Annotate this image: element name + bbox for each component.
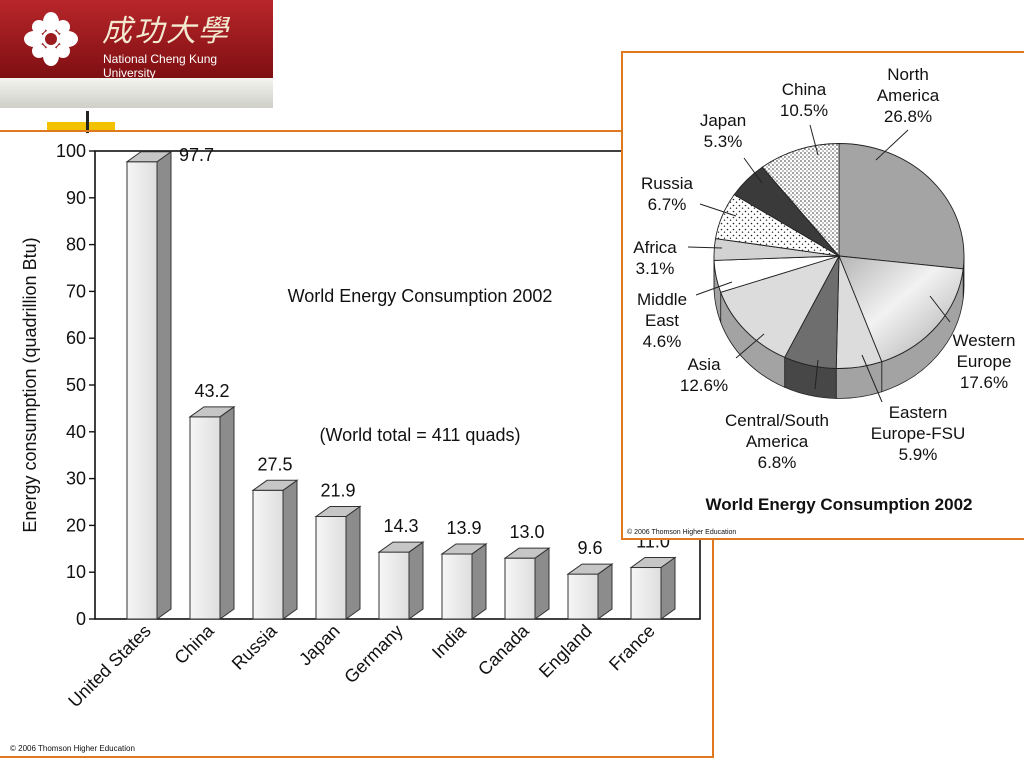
pie-label: Africa 3.1%: [633, 238, 677, 278]
bar-value-label: 27.5: [257, 454, 292, 474]
y-tick-label: 10: [66, 562, 86, 582]
y-tick-label: 100: [56, 141, 86, 161]
bar-value-label: 13.9: [446, 518, 481, 538]
y-tick-label: 90: [66, 188, 86, 208]
bar-top: [503, 547, 551, 559]
bar-top: [566, 563, 614, 575]
pie-leader-line: [809, 124, 819, 156]
university-name-chinese: 成功大學: [102, 14, 230, 49]
y-tick-label: 70: [66, 281, 86, 301]
bar-top: [314, 506, 362, 518]
pie-slice-north-america: [838, 143, 965, 270]
pie-chart-copyright: © 2006 Thomson Higher Education: [627, 529, 737, 536]
pie-leader-line: [743, 157, 763, 184]
pie-slice-china: [761, 143, 840, 258]
bar-chart-copyright: © 2006 Thomson Higher Education: [10, 744, 135, 753]
bar-value-label: 9.6: [577, 538, 602, 558]
bar-top: [377, 541, 425, 553]
y-tick-label: 50: [66, 375, 86, 395]
pie-label: North America 26.8%: [877, 65, 940, 126]
y-tick-label: 60: [66, 328, 86, 348]
university-name-english: National Cheng Kung University: [103, 52, 218, 80]
pie-slice-western-europe: [838, 255, 964, 363]
pie-chart-title: World Energy Consumption 2002: [705, 495, 972, 514]
bar-value-label: 21.9: [320, 481, 355, 501]
bar-chart-title: World Energy Consumption 2002: [288, 286, 553, 306]
pie-leader-line: [695, 281, 733, 296]
pie-slice-asia: [720, 255, 840, 358]
bar-value-label: 13.0: [509, 522, 544, 542]
accent-divider: [86, 111, 89, 133]
university-banner: 成功大學 National Cheng Kung University: [0, 0, 273, 80]
bar-value-label: 97.7: [179, 145, 214, 165]
pie-leader-line: [687, 246, 723, 249]
y-tick-label: 40: [66, 422, 86, 442]
bar-top: [629, 557, 677, 569]
pie-label: Japan 5.3%: [700, 111, 746, 151]
pie-leader-line: [861, 354, 883, 403]
pie-label: China 10.5%: [780, 80, 828, 120]
ncku-emblem-icon: [24, 12, 78, 66]
accent-bar: [47, 122, 115, 132]
bar-top: [188, 406, 236, 418]
bar-chart-subtitle: (World total = 411 quads): [320, 425, 521, 445]
pie-label: Western Europe 17.6%: [953, 331, 1016, 392]
bar-russia: [252, 489, 284, 620]
y-tick-label: 0: [76, 609, 86, 629]
bar-united-states: [126, 161, 158, 620]
bar-top: [251, 479, 299, 491]
pie-label: Middle East 4.6%: [637, 290, 687, 351]
pie-leader-line: [929, 295, 951, 323]
bar-germany: [378, 551, 410, 620]
bar-chart: 0 10 20 30 40 50 60 70 80 90 100 Energy consumption…: [20, 141, 701, 711]
y-axis-label: Energy consumption (quadrillion Btu): [20, 237, 40, 532]
pie-leader-line: [735, 333, 765, 359]
banner-strip: [0, 78, 273, 108]
pie-leader-line: [875, 129, 909, 161]
pie-label: Asia 12.6%: [680, 355, 728, 395]
bar-japan: [315, 516, 347, 620]
pie-label: Eastern Europe-FSU 5.9%: [871, 403, 965, 464]
bar-top: [440, 543, 488, 555]
bar-china: [189, 416, 221, 620]
pie-leader-line: [699, 203, 737, 217]
y-tick-label: 30: [66, 469, 86, 489]
pie-label: Central/South America 6.8%: [725, 411, 829, 472]
y-tick-label: 80: [66, 235, 86, 255]
bar-value-label: 43.2: [194, 381, 229, 401]
y-tick-label: 20: [66, 515, 86, 535]
pie-leader-line: [814, 359, 819, 390]
pie-label: Russia 6.7%: [641, 174, 694, 214]
bar-value-label: 14.3: [383, 516, 418, 536]
bar-top: [125, 151, 173, 163]
